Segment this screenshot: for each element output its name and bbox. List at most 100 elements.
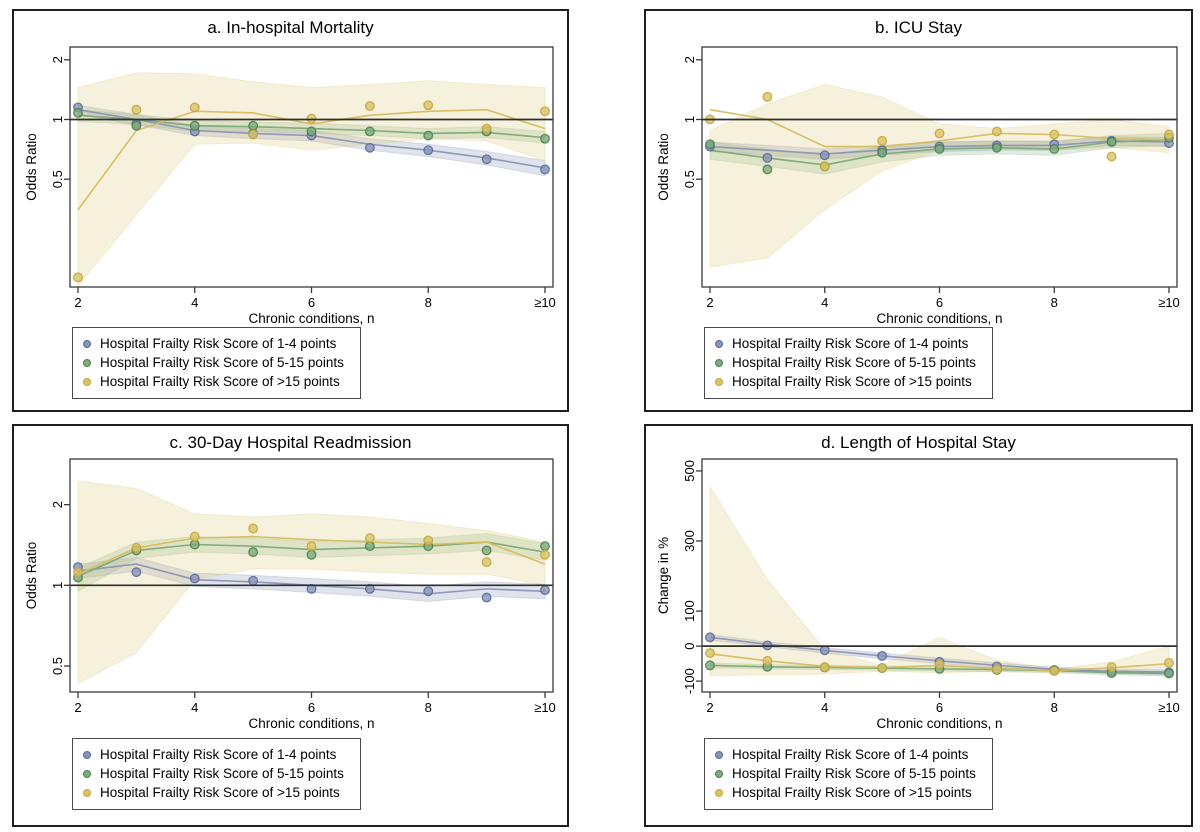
legend-marker-icon [715,750,723,759]
confidence-band-hfrs-gt15 [709,84,1170,268]
chart-length-of-stay: 500 300 100 0 -100 Change in % 2 4 6 8 ≥10 Chronic … [656,458,1180,731]
data-point [877,662,888,673]
legend-item: Hospital Frailty Risk Score of 5-15 poin… [715,764,976,783]
confidence-band-hfrs-gt15 [709,484,1170,677]
legend-item-label: Hospital Frailty Risk Score of 1-4 point… [732,336,969,351]
legend-item-label: Hospital Frailty Risk Score of 1-4 point… [732,747,969,762]
plot-area: 2 1 0.5 Odds Ratio 2 4 6 8 ≥10 Chronic conditions… [656,46,1180,326]
y-tick-label: 1 [50,116,65,123]
x-tick-label: ≥10 [1158,295,1180,310]
x-axis: 2 4 6 8 ≥10 Chronic conditions, n [706,287,1180,326]
legend-marker-icon [83,750,91,759]
data-point [540,585,550,596]
legend-item: Hospital Frailty Risk Score of 1-4 point… [715,334,976,353]
data-point [1164,657,1174,668]
data-point [73,272,83,283]
data-point [364,126,375,137]
y-axis: 2 1 0.5 Odds Ratio [24,501,70,675]
data-point [762,164,773,175]
data-point [423,586,434,597]
legend-marker-icon [715,339,723,348]
data-point [131,120,142,131]
x-tick-label: 6 [936,295,943,310]
legend-marker-icon [715,377,723,386]
data-point [877,135,888,146]
legend-box: Hospital Frailty Risk Score of 1-4 point… [704,738,993,810]
x-tick-label: 8 [425,295,432,310]
x-tick-label: 8 [425,700,432,715]
data-point [306,549,317,560]
x-axis: 2 4 6 8 ≥10 Chronic conditions, n [706,692,1180,731]
x-tick-label: 2 [706,700,713,715]
data-point [189,102,200,113]
data-point [1049,129,1060,140]
legend-item-label: Hospital Frailty Risk Score of >15 point… [100,374,340,389]
x-tick-label: 4 [191,700,198,715]
x-tick-label: 2 [74,295,81,310]
legend-item-label: Hospital Frailty Risk Score of >15 point… [100,785,340,800]
y-tick-label: 0.5 [50,170,65,188]
data-point [131,567,142,578]
legend-item: Hospital Frailty Risk Score of >15 point… [715,783,976,802]
y-tick-label: 0.5 [50,657,65,675]
legend-marker-icon [715,769,723,778]
data-point [540,106,550,117]
panel-length-of-stay: 500 300 100 0 -100 Change in % 2 4 6 8 ≥10 Chronic … [644,424,1193,827]
data-point [248,120,259,131]
data-point [423,535,434,546]
data-point [248,547,259,558]
legend-marker-icon [83,358,91,367]
legend-item-label: Hospital Frailty Risk Score of 1-4 point… [100,747,337,762]
x-axis-label: Chronic conditions, n [876,716,1002,731]
data-point [877,147,888,158]
x-tick-label: 2 [74,700,81,715]
legend-item: Hospital Frailty Risk Score of 5-15 poin… [715,353,976,372]
data-point [423,130,434,141]
data-point [762,655,773,666]
panel-title: b. ICU Stay [875,18,962,37]
x-tick-label: 6 [308,295,315,310]
legend-item-label: Hospital Frailty Risk Score of 5-15 poin… [732,355,976,370]
data-point [819,150,830,161]
legend-item: Hospital Frailty Risk Score of >15 point… [83,372,344,391]
data-point [1106,137,1117,147]
legend-item: Hospital Frailty Risk Score of 1-4 point… [715,745,976,764]
x-tick-label: ≥10 [1158,700,1180,715]
data-point [423,145,434,156]
chart-icu-stay: 2 1 0.5 Odds Ratio 2 4 6 8 ≥10 Chronic conditions… [656,46,1180,326]
data-point [705,139,715,150]
data-point [705,648,715,659]
data-point [705,660,715,671]
confidence-band-hfrs-gt15 [77,72,546,287]
y-tick-label: 1 [50,582,65,589]
y-axis: 2 1 0.5 Odds Ratio [656,56,702,201]
plot-area: 2 1 0.5 Odds Ratio 2 4 6 8 ≥10 Chronic conditions… [24,46,556,326]
legend-marker-icon [715,788,723,797]
x-axis-label: Chronic conditions, n [876,311,1002,326]
data-point [819,645,830,656]
data-point [877,650,888,661]
panel-title: d. Length of Hospital Stay [821,433,1016,452]
y-tick-label: 2 [682,56,697,63]
y-tick-label: 500 [682,460,697,482]
data-point [991,664,1002,675]
series-layer [73,72,550,287]
data-point [306,113,317,124]
x-tick-label: 2 [706,295,713,310]
panel-in-hospital-mortality: 2 1 0.5 Odds Ratio 2 4 6 8 ≥10 Chronic conditions… [12,9,569,412]
y-axis-label: Odds Ratio [24,133,39,201]
data-point [762,152,773,163]
y-tick-label: 0 [682,642,697,649]
legend-marker-icon [83,769,91,778]
data-point [364,541,375,552]
data-point [540,164,550,175]
x-tick-label: ≥10 [534,700,556,715]
data-point [540,541,550,552]
x-tick-label: 6 [936,700,943,715]
y-tick-label: 2 [50,501,65,508]
data-point [991,126,1002,137]
legend-item: Hospital Frailty Risk Score of >15 point… [715,372,976,391]
y-tick-label: 300 [682,530,697,552]
legend-item-label: Hospital Frailty Risk Score of 5-15 poin… [100,355,344,370]
